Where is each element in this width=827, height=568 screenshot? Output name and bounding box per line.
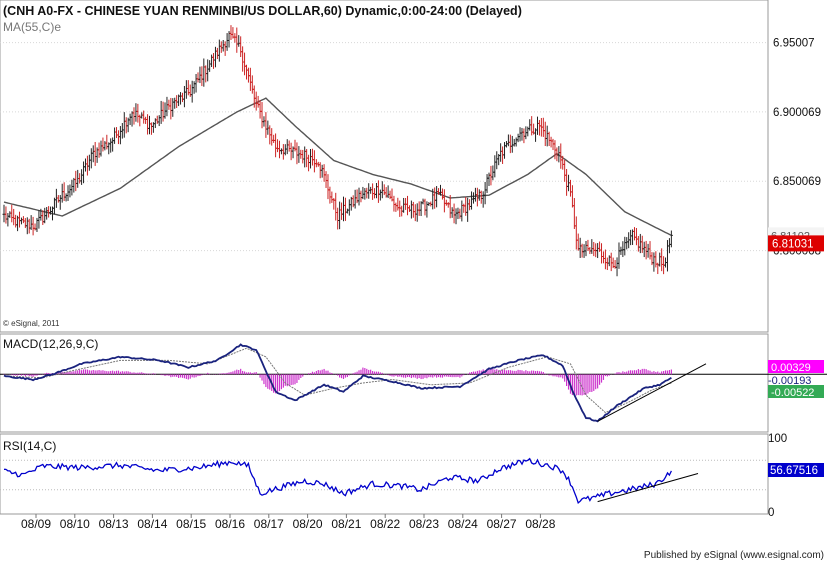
macd-trendline	[597, 363, 707, 422]
price-tick-label: 6.900069	[773, 107, 821, 119]
x-tick-label: 08/28	[525, 517, 555, 531]
x-tick-label: 08/17	[254, 517, 284, 531]
macd-signal-line	[3, 347, 672, 414]
x-tick-label: 08/27	[487, 517, 517, 531]
rsi-trendline	[597, 473, 699, 503]
x-tick-label: 08/23	[409, 517, 439, 531]
x-tick-label: 08/15	[176, 517, 206, 531]
hist-box-bg	[768, 360, 824, 373]
x-tick-label: 08/13	[99, 517, 129, 531]
price-tick-label: 6.850069	[773, 176, 821, 188]
price-panel: 6.8000686.8500696.9000696.950076.811026.…	[0, 0, 824, 333]
x-tick-label: 08/21	[331, 517, 361, 531]
rsi-tick-label: 100	[768, 433, 787, 445]
rsi-box-bg	[768, 463, 824, 477]
macd-title: MACD(12,26,9,C)	[3, 337, 98, 351]
rsi-line	[3, 457, 672, 505]
last-price-label: 6.81031	[772, 238, 814, 250]
ma-55-line	[3, 97, 672, 237]
rsi-title: RSI(14,C)	[3, 439, 56, 453]
chart-title: (CNH A0-FX - CHINESE YUAN RENMINBI/US DO…	[3, 4, 522, 18]
ohlc-bar	[669, 230, 673, 248]
published-text: Published by eSignal (www.esignal.com)	[644, 550, 824, 561]
macd-value-box: -0.00193	[768, 375, 811, 387]
x-tick-label: 08/16	[215, 517, 245, 531]
signal-value-box: -0.00522	[768, 385, 824, 399]
last-price-bg	[768, 235, 824, 252]
rsi-tick-label: 0	[768, 507, 774, 519]
ma-label: MA(55,C)e	[3, 20, 61, 34]
rsi-panel: 0 100 56.67516	[0, 433, 824, 519]
macd-panel: 0.00329-0.00193-0.00522	[0, 333, 827, 433]
x-tick-label: 08/10	[60, 517, 90, 531]
x-axis: 08/09 08/10 08/13 08/14 08/15 08/16 08/17 08/20…	[21, 514, 556, 531]
price-tick-label: 6.95007	[773, 38, 815, 50]
rsi-value-box: 56.67516	[768, 463, 824, 477]
rsi-value-label: 56.67516	[770, 465, 818, 477]
signal-box-bg	[768, 385, 824, 398]
copyright-text: © eSignal, 2011	[3, 319, 60, 328]
macd-value-label: -0.00193	[768, 375, 811, 387]
x-tick-label: 08/22	[370, 517, 400, 531]
x-tick-label: 08/09	[21, 517, 51, 531]
x-tick-label: 08/14	[137, 517, 167, 531]
macd-line	[3, 343, 672, 423]
signal-value-label: -0.00522	[771, 387, 814, 399]
macd-histogram-value-box: 0.00329	[768, 360, 824, 374]
last-price-box: 6.81031	[768, 235, 824, 252]
x-tick-label: 08/20	[293, 517, 323, 531]
x-tick-label: 08/24	[448, 517, 478, 531]
hist-value-label: 0.00329	[771, 362, 811, 374]
